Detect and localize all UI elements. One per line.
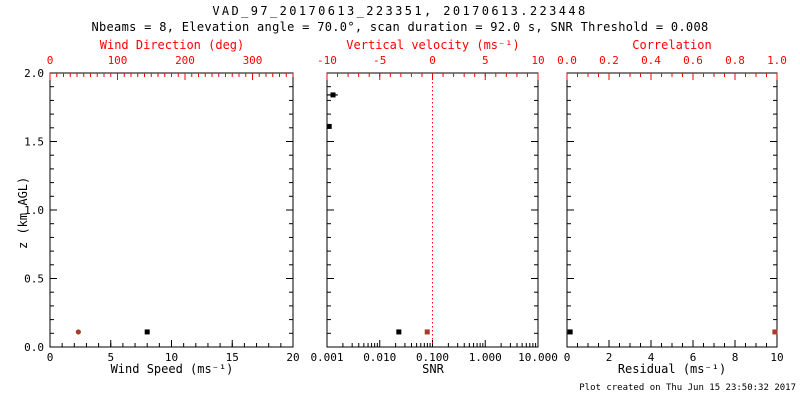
panel-border: [49, 72, 294, 348]
residual-panel: 0 2 4 6 8 10 0.0 0.2 0.4 0.6 0.8 1.0: [557, 54, 787, 364]
tick-label: 0: [47, 351, 54, 364]
residual-axis-label: Residual (ms⁻¹): [617, 362, 727, 376]
tick-label: 0.001: [310, 351, 343, 364]
wind-direction-axis-label: Wind Direction (deg): [99, 38, 245, 52]
y-tick-label: 0.5: [24, 273, 44, 286]
plot-created-timestamp: Plot created on Thu Jun 15 23:50:32 2017: [579, 383, 796, 393]
tick-label: 15: [226, 351, 239, 364]
tick-label: -5: [373, 54, 386, 67]
plot-subtitle: Nbeams = 8, Elevation angle = 70.0°, sca…: [91, 20, 709, 34]
tick-label: 6: [690, 351, 697, 364]
tick-label: 0: [564, 351, 571, 364]
tick-label: 0.2: [599, 54, 619, 67]
vertical-velocity-axis-label: Vertical velocity (ms⁻¹): [346, 38, 520, 52]
snr-point: [396, 329, 402, 335]
snr-point: [326, 123, 332, 129]
tick-label: 5: [482, 54, 489, 67]
tick-label: 8: [732, 351, 739, 364]
tick-label: 0.100: [416, 351, 449, 364]
tick-label: 0.010: [363, 351, 396, 364]
tick-label: 0: [47, 54, 54, 67]
tick-label: 5: [107, 351, 114, 364]
correlation-point: [772, 329, 778, 335]
snr-point: [330, 92, 336, 98]
tick-label: 0.0: [557, 54, 577, 67]
y-tick-label: 2.0: [24, 67, 44, 80]
snr-axis-label: SNR: [422, 362, 444, 376]
vertical-velocity-point: [424, 329, 430, 335]
tick-label: 4: [648, 351, 655, 364]
tick-label: 0.8: [725, 54, 745, 67]
tick-label: 20: [286, 351, 299, 364]
tick-label: 0: [429, 54, 436, 67]
tick-label: 10: [770, 351, 783, 364]
tick-label: 2: [606, 351, 613, 364]
panel-border: [566, 72, 778, 348]
wind-direction-point: [75, 329, 81, 335]
tick-label: 100: [108, 54, 128, 67]
residual-point: [567, 329, 573, 335]
page-title: VAD_97_20170613_223351, 20170613.223448: [212, 4, 588, 18]
tick-label: 10: [531, 54, 544, 67]
y-tick-label: 0.0: [24, 341, 44, 354]
tick-label: 1.0: [767, 54, 787, 67]
y-tick-label: 1.0: [24, 204, 44, 217]
tick-label: -10: [317, 54, 337, 67]
tick-label: 0.6: [683, 54, 703, 67]
wind-speed-axis-label: Wind Speed (ms⁻¹): [110, 362, 234, 376]
tick-label: 200: [175, 54, 195, 67]
tick-label: 10.000: [518, 351, 558, 364]
correlation-axis-label: Correlation: [632, 38, 712, 52]
y-tick-label: 1.5: [24, 136, 44, 149]
tick-label: 10: [165, 351, 178, 364]
wind-panel: 0.00.51.01.52.00 5 10 15 200 100 200 300: [24, 54, 300, 364]
wind-speed-point: [144, 329, 150, 335]
snr-panel: 0.001 0.010 0.100 1.000 10.000 -10 -5 0 5 10: [310, 54, 557, 364]
tick-label: 300: [243, 54, 263, 67]
y-axis-label: z (km AGL): [16, 176, 30, 249]
tick-label: 1.000: [469, 351, 502, 364]
tick-label: 0.4: [641, 54, 661, 67]
